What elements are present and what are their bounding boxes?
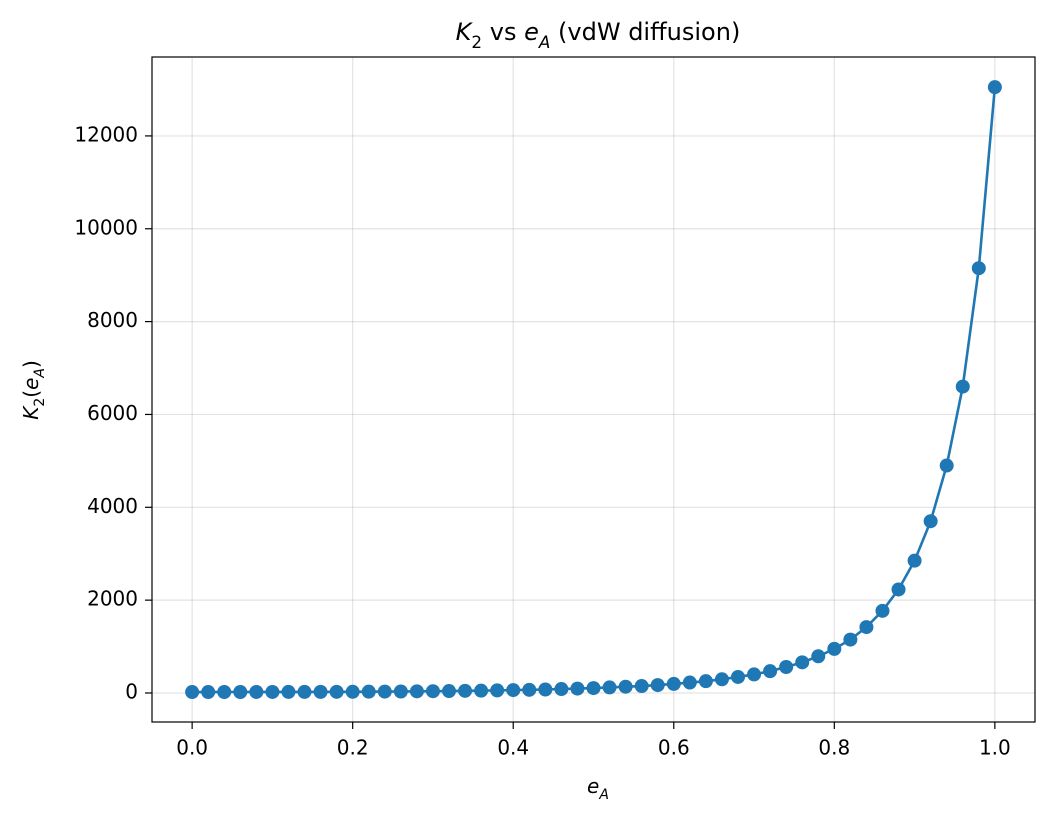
data-point — [955, 379, 970, 394]
x-tick-label: 0.0 — [176, 736, 208, 760]
data-point — [923, 514, 938, 529]
y-tick-label: 4000 — [87, 494, 138, 518]
x-tick-label: 0.2 — [337, 736, 369, 760]
data-point — [217, 685, 232, 700]
y-tick-label: 12000 — [74, 122, 138, 146]
data-point — [907, 553, 922, 568]
data-point — [425, 684, 440, 699]
data-point — [458, 683, 473, 698]
data-point — [506, 683, 521, 698]
data-point — [409, 684, 424, 699]
data-point — [554, 682, 569, 697]
data-point — [811, 649, 826, 664]
data-point — [345, 684, 360, 699]
data-point — [987, 80, 1002, 95]
data-point — [361, 684, 376, 699]
x-tick-label: 1.0 — [979, 736, 1011, 760]
data-point — [795, 655, 810, 670]
y-tick-label: 8000 — [87, 308, 138, 332]
data-point — [650, 678, 665, 693]
chart-title: K2 vs eA (vdW diffusion) — [456, 18, 741, 52]
data-point — [281, 684, 296, 699]
data-point — [827, 641, 842, 656]
y-tick-label: 10000 — [74, 215, 138, 239]
data-point — [875, 603, 890, 618]
data-point — [666, 676, 681, 691]
data-point — [586, 681, 601, 696]
x-axis-label: eA — [587, 774, 609, 804]
data-point — [971, 261, 986, 276]
data-point — [634, 679, 649, 694]
y-tick-label: 2000 — [87, 587, 138, 611]
data-point — [730, 669, 745, 684]
data-point — [297, 684, 312, 699]
data-point — [859, 620, 874, 635]
x-tick-label: 0.6 — [658, 736, 690, 760]
data-point — [747, 667, 762, 682]
data-point — [185, 685, 200, 700]
data-point — [329, 684, 344, 699]
x-tick-label: 0.4 — [497, 736, 529, 760]
data-point — [570, 681, 585, 696]
plot-frame — [151, 56, 1036, 723]
data-point — [698, 674, 713, 689]
data-point — [249, 684, 264, 699]
data-point — [490, 683, 505, 698]
data-point — [618, 679, 633, 694]
data-point — [843, 632, 858, 647]
data-point — [891, 582, 906, 597]
data-point — [763, 664, 778, 679]
data-point — [393, 684, 408, 699]
data-point — [682, 675, 697, 690]
data-point — [313, 684, 328, 699]
data-point — [265, 684, 280, 699]
data-point — [538, 682, 553, 697]
data-point — [939, 458, 954, 473]
data-point — [522, 682, 537, 697]
data-point — [377, 684, 392, 699]
x-tick-label: 0.8 — [818, 736, 850, 760]
y-tick-label: 0 — [125, 679, 138, 703]
y-tick-label: 6000 — [87, 401, 138, 425]
y-axis-label: K2(eA) — [19, 360, 49, 420]
data-point — [233, 685, 248, 700]
data-point — [779, 659, 794, 674]
data-point — [474, 683, 489, 698]
data-point — [602, 680, 617, 695]
data-point — [201, 685, 216, 700]
data-point — [714, 672, 729, 687]
data-point — [442, 684, 457, 699]
